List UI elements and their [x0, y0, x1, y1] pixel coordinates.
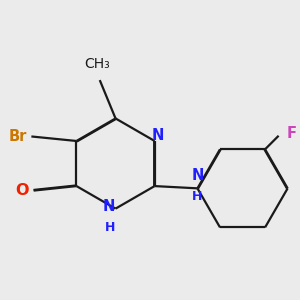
- Text: N: N: [103, 199, 115, 214]
- Text: H: H: [192, 190, 203, 203]
- Text: Br: Br: [9, 129, 27, 144]
- Text: CH₃: CH₃: [85, 57, 110, 71]
- Text: N: N: [152, 128, 164, 143]
- Text: N: N: [191, 168, 204, 183]
- Text: F: F: [286, 125, 296, 140]
- Text: O: O: [16, 183, 29, 198]
- Text: H: H: [105, 221, 115, 234]
